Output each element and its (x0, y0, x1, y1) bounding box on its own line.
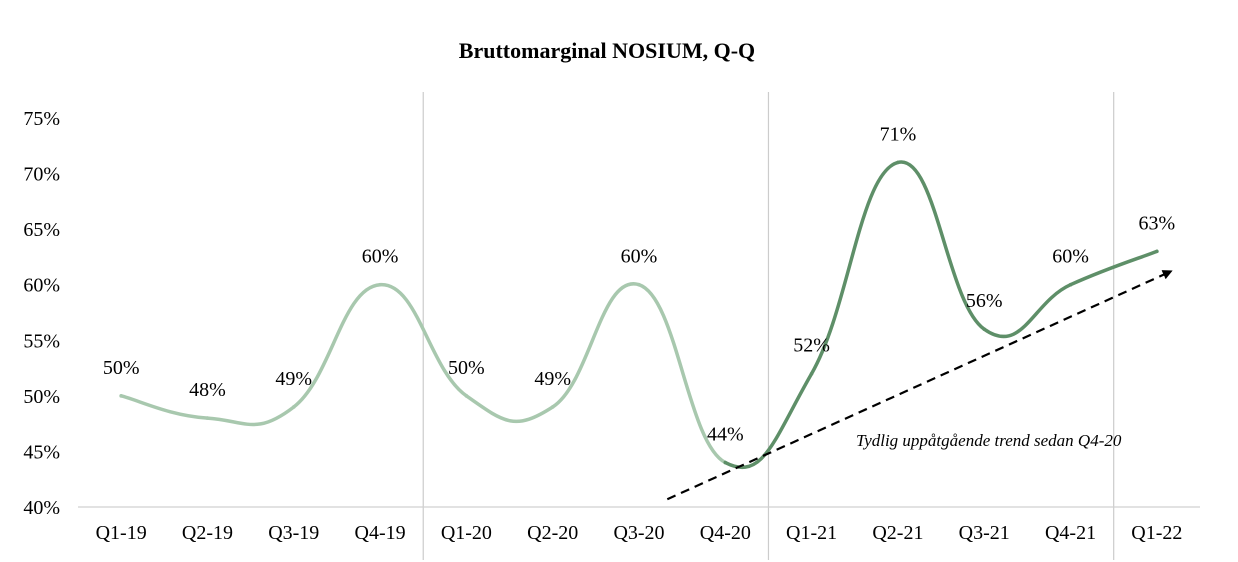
data-point (378, 282, 382, 287)
data-point (982, 327, 987, 331)
x-axis-tick-labels: Q1-19 Q2-19 Q3-19 Q4-19 Q1-20 Q2-20 Q3-20 Q4-20… (96, 522, 1183, 544)
data-label: 49% (275, 368, 312, 390)
y-tick-label: 45% (23, 441, 60, 463)
data-point (119, 394, 123, 398)
data-label: 63% (1139, 212, 1176, 234)
trend-annotation-text: Tydlig uppåtgående trend sedan Q4-20 (856, 431, 1122, 450)
x-tick-label: Q2-20 (527, 522, 578, 544)
data-point (809, 371, 814, 376)
data-label: 56% (966, 290, 1003, 312)
year-separators (422, 92, 1115, 560)
x-tick-label: Q1-19 (96, 522, 147, 544)
data-points (119, 160, 1159, 465)
series-line-dark (723, 160, 1159, 470)
data-point (1068, 282, 1073, 287)
data-point (723, 460, 728, 465)
series-lines (119, 160, 1159, 470)
data-label: 52% (793, 335, 830, 357)
data-labels: 50% 48% 49% 60% 50% 49% 60% 44% 52% 71% 56% 60% 63% (103, 123, 1175, 445)
x-tick-label: Q3-21 (959, 522, 1010, 544)
data-label: 44% (707, 424, 744, 446)
data-point (291, 405, 296, 409)
y-tick-label: 75% (23, 108, 60, 130)
data-point (1155, 249, 1159, 254)
y-tick-label: 60% (23, 275, 60, 297)
data-label: 50% (103, 357, 140, 379)
x-tick-label: Q3-20 (613, 522, 664, 544)
data-label: 50% (448, 357, 485, 379)
y-tick-label: 65% (23, 219, 60, 241)
y-tick-label: 55% (23, 330, 60, 352)
data-point (550, 405, 555, 409)
data-label: 71% (880, 123, 917, 145)
data-point (205, 416, 210, 420)
data-point (637, 282, 641, 287)
x-tick-label: Q1-22 (1131, 522, 1182, 544)
data-label: 48% (189, 379, 226, 401)
x-tick-label: Q1-20 (441, 522, 492, 544)
x-tick-label: Q3-19 (268, 522, 319, 544)
trend-arrow (666, 270, 1173, 501)
y-tick-label: 40% (23, 497, 60, 519)
x-tick-label: Q4-19 (355, 522, 406, 544)
y-tick-label: 70% (23, 164, 60, 186)
y-tick-label: 50% (23, 386, 60, 408)
data-label: 60% (621, 246, 658, 268)
x-tick-label: Q1-21 (786, 522, 837, 544)
data-label: 49% (534, 368, 571, 390)
data-point (464, 394, 469, 398)
trend-annotation: Tydlig uppåtgående trend sedan Q4-20 (666, 270, 1173, 501)
y-axis-tick-labels: 40% 45% 50% 55% 60% 65% 70% 75% (23, 108, 60, 519)
chart-title: Bruttomarginal NOSIUM, Q-Q (458, 38, 756, 63)
x-tick-label: Q4-20 (700, 522, 751, 544)
data-point (896, 160, 900, 165)
data-label: 60% (362, 246, 399, 268)
x-tick-label: Q2-21 (872, 522, 923, 544)
x-tick-label: Q4-21 (1045, 522, 1096, 544)
x-tick-label: Q2-19 (182, 522, 233, 544)
data-label: 60% (1052, 246, 1089, 268)
